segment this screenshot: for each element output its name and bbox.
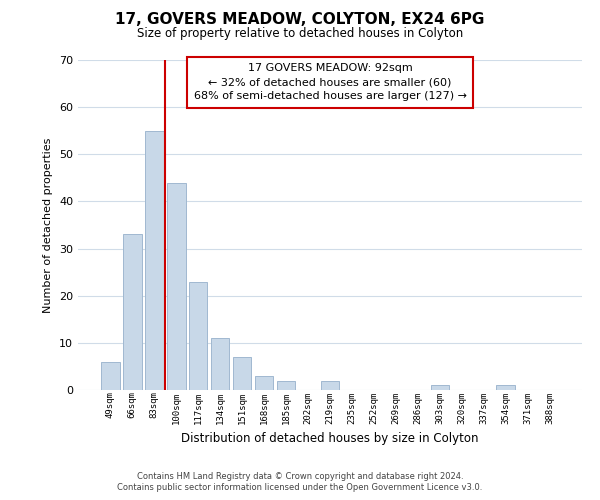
Bar — [145, 130, 164, 390]
Bar — [233, 357, 251, 390]
Bar — [211, 338, 229, 390]
Bar — [496, 386, 515, 390]
Bar — [189, 282, 208, 390]
Text: Contains HM Land Registry data © Crown copyright and database right 2024.: Contains HM Land Registry data © Crown c… — [137, 472, 463, 481]
Text: Size of property relative to detached houses in Colyton: Size of property relative to detached ho… — [137, 28, 463, 40]
Bar — [101, 362, 119, 390]
Bar — [320, 380, 340, 390]
Bar — [255, 376, 274, 390]
Bar — [277, 380, 295, 390]
Bar — [123, 234, 142, 390]
Text: Contains public sector information licensed under the Open Government Licence v3: Contains public sector information licen… — [118, 484, 482, 492]
Y-axis label: Number of detached properties: Number of detached properties — [43, 138, 53, 312]
Bar — [167, 182, 185, 390]
Text: 17, GOVERS MEADOW, COLYTON, EX24 6PG: 17, GOVERS MEADOW, COLYTON, EX24 6PG — [115, 12, 485, 28]
Text: 17 GOVERS MEADOW: 92sqm
← 32% of detached houses are smaller (60)
68% of semi-de: 17 GOVERS MEADOW: 92sqm ← 32% of detache… — [193, 64, 467, 102]
X-axis label: Distribution of detached houses by size in Colyton: Distribution of detached houses by size … — [181, 432, 479, 445]
Bar — [431, 386, 449, 390]
